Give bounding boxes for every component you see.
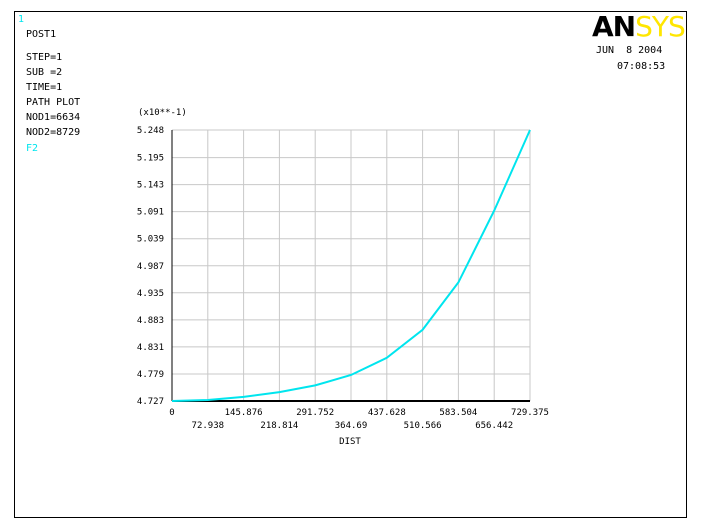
ansys-logo: ANSYS — [592, 10, 686, 43]
x-tick-label: 729.375 — [511, 408, 549, 418]
x-tick-label: 72.938 — [192, 421, 225, 431]
x-tick-label: 218.814 — [260, 421, 298, 431]
y-tick-label: 5.143 — [137, 181, 164, 191]
y-tick-label: 4.883 — [137, 316, 164, 326]
x-tick-label: 291.752 — [296, 408, 334, 418]
info-line-node2: NOD2=8729 — [26, 127, 81, 138]
info-line-sub: SUB =2 — [26, 67, 63, 78]
x-tick-label: 437.628 — [368, 408, 406, 418]
info-line-post: POST1 — [26, 29, 57, 40]
x-tick-label: 0 — [169, 408, 174, 418]
time-stamp: 07:08:53 — [617, 61, 666, 72]
item-label: F2 — [26, 143, 39, 154]
y-tick-label: 5.248 — [137, 126, 164, 136]
y-tick-label: 4.779 — [137, 370, 164, 380]
info-line-step: STEP=1 — [26, 52, 63, 63]
date-stamp: JUN 8 2004 — [596, 45, 663, 56]
y-tick-label: 5.091 — [137, 208, 164, 218]
y-tick-label: 5.039 — [137, 235, 164, 245]
x-axis-label: DIST — [339, 437, 361, 447]
x-tick-label: 145.876 — [225, 408, 263, 418]
x-tick-label: 583.504 — [439, 408, 477, 418]
graphics-window-frame — [14, 11, 687, 518]
info-line-time: TIME=1 — [26, 82, 63, 93]
info-line-node1: NOD1=6634 — [26, 112, 81, 123]
y-tick-label: 4.727 — [137, 397, 164, 407]
y-tick-label: 4.987 — [137, 262, 164, 272]
y-tick-label: 4.935 — [137, 289, 164, 299]
y-tick-label: 4.831 — [137, 343, 164, 353]
y-multiplier-label: (x10**-1) — [138, 108, 187, 118]
x-tick-label: 364.69 — [335, 421, 368, 431]
info-line-path-plot: PATH PLOT — [26, 97, 81, 108]
window-number: 1 — [18, 14, 25, 25]
x-tick-label: 510.566 — [404, 421, 442, 431]
series-line — [171, 129, 531, 402]
x-tick-label: 656.442 — [475, 421, 513, 431]
y-tick-label: 5.195 — [137, 154, 164, 164]
